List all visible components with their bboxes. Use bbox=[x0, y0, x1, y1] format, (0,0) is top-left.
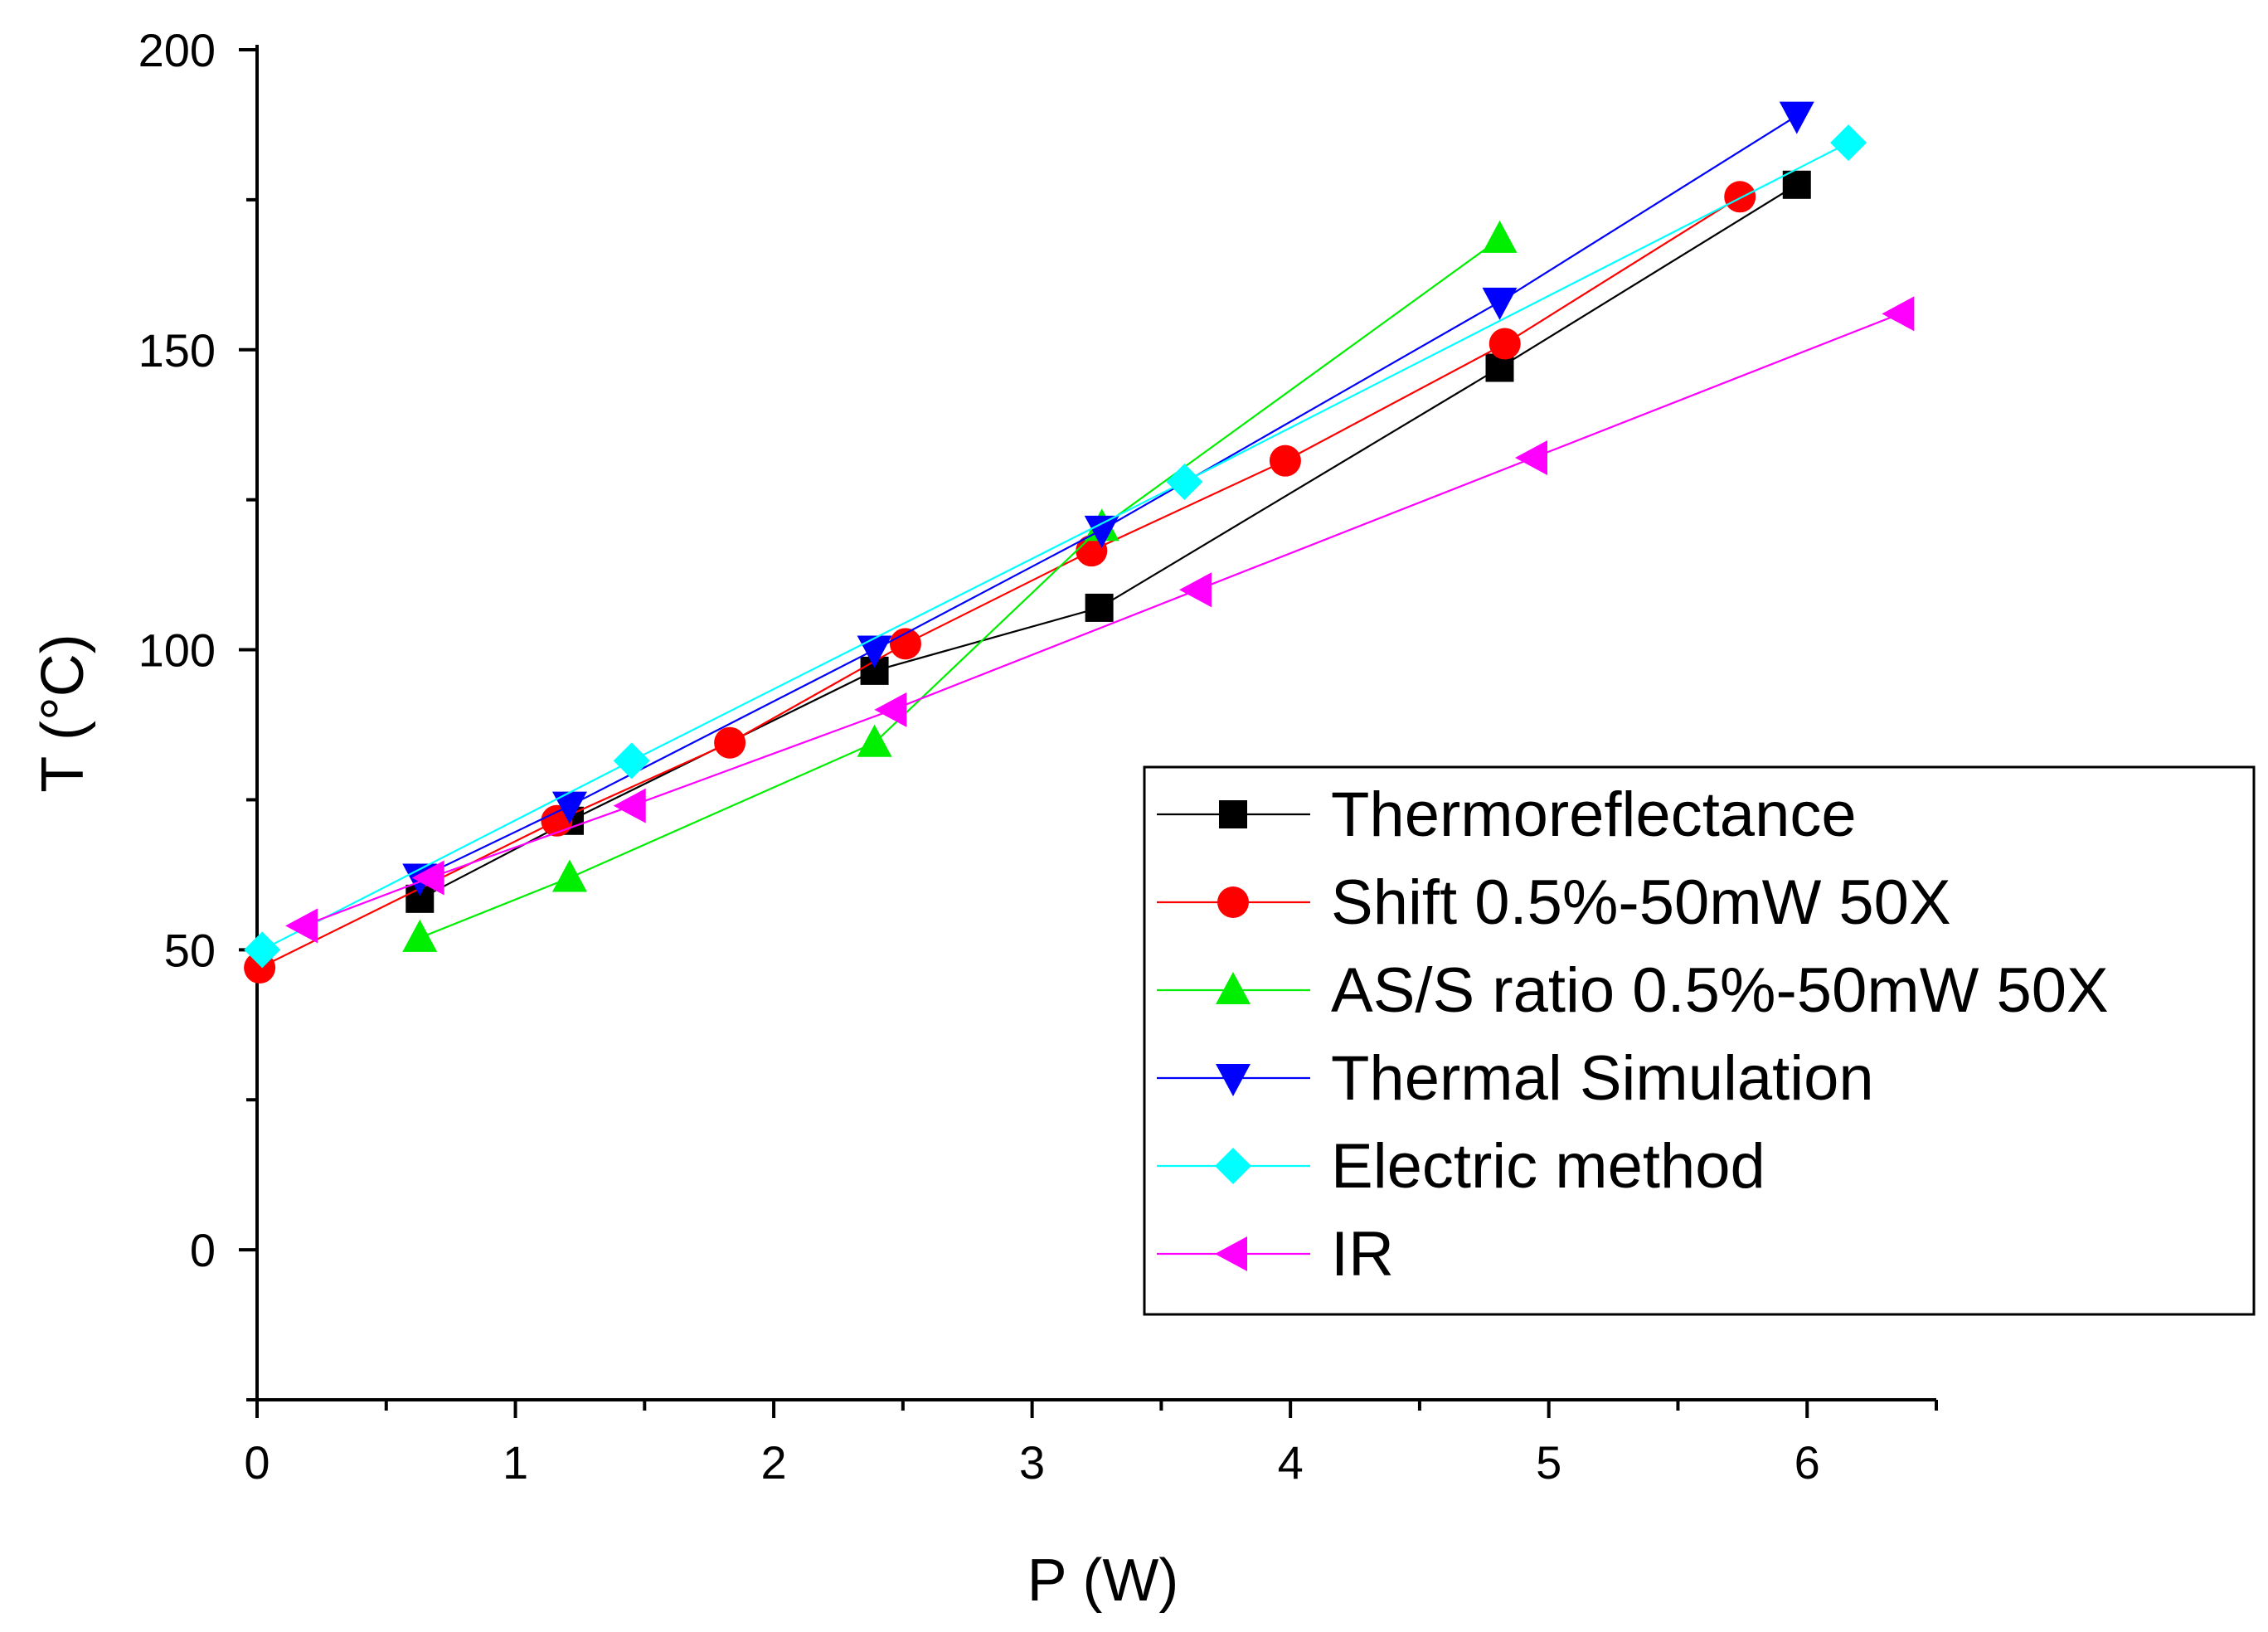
x-tick-label: 3 bbox=[1019, 1436, 1045, 1489]
data-point bbox=[1166, 463, 1203, 500]
data-point bbox=[244, 931, 281, 969]
data-point bbox=[285, 908, 318, 944]
data-point bbox=[1724, 181, 1756, 213]
x-tick-label: 6 bbox=[1794, 1436, 1820, 1489]
legend-marker bbox=[1215, 1148, 1251, 1184]
data-point bbox=[1830, 124, 1867, 162]
data-point bbox=[613, 788, 646, 823]
y-tick-label: 200 bbox=[138, 24, 216, 76]
legend-marker bbox=[1215, 1236, 1247, 1271]
data-point bbox=[1489, 328, 1521, 360]
data-point bbox=[1882, 296, 1915, 332]
legend-entry-4: Thermal Simulation bbox=[1157, 1043, 1874, 1114]
data-point bbox=[411, 860, 444, 896]
data-point bbox=[874, 692, 907, 727]
legend-entry-3: AS/S ratio 0.5%-50mW 50X bbox=[1157, 955, 2109, 1026]
series-line bbox=[259, 196, 1741, 969]
data-point bbox=[714, 726, 746, 759]
x-axis-title: P (W) bbox=[1027, 1547, 1179, 1614]
x-tick-label: 0 bbox=[244, 1436, 270, 1489]
legend-marker bbox=[1219, 800, 1247, 828]
legend: Thermoreflectance Shift 0.5%-50mW 50X AS/S… bbox=[1143, 765, 2256, 1316]
legend-box bbox=[1143, 765, 2256, 1316]
data-point bbox=[613, 742, 650, 780]
data-point bbox=[889, 628, 921, 660]
y-axis-title: T (°C) bbox=[30, 634, 96, 792]
data-point bbox=[1515, 440, 1547, 476]
axes: 0 1 2 3 4 5 6 0 50 100 150 200 bbox=[138, 24, 1938, 1489]
data-point bbox=[551, 791, 587, 824]
legend-label: Thermoreflectance bbox=[1331, 780, 1857, 850]
legend-marker bbox=[1217, 886, 1249, 918]
series-line bbox=[261, 142, 1849, 951]
series-3 bbox=[402, 220, 1518, 952]
data-point bbox=[1085, 593, 1114, 622]
series-5 bbox=[244, 124, 1867, 969]
legend-marker bbox=[1216, 972, 1251, 1004]
x-tick-label: 1 bbox=[503, 1436, 528, 1489]
data-point bbox=[551, 859, 587, 892]
series-line bbox=[419, 183, 1798, 900]
x-tick-label: 4 bbox=[1278, 1436, 1304, 1489]
legend-marker bbox=[1216, 1064, 1251, 1096]
data-point bbox=[1482, 287, 1518, 320]
data-point bbox=[857, 724, 892, 757]
data-point bbox=[1482, 220, 1518, 253]
legend-entry-5: Electric method bbox=[1157, 1131, 1765, 1202]
data-point bbox=[857, 635, 892, 668]
legend-label: Shift 0.5%-50mW 50X bbox=[1331, 867, 1951, 938]
y-tick-label: 50 bbox=[164, 924, 216, 976]
data-point bbox=[1179, 572, 1212, 608]
data-point bbox=[1779, 101, 1814, 134]
plot-series bbox=[244, 101, 1915, 984]
y-tick-label: 100 bbox=[138, 624, 216, 677]
series-line bbox=[419, 114, 1798, 879]
legend-label: AS/S ratio 0.5%-50mW 50X bbox=[1331, 955, 2109, 1026]
data-point bbox=[1782, 170, 1811, 199]
x-tick-label: 5 bbox=[1536, 1436, 1561, 1489]
series-2 bbox=[244, 181, 1756, 984]
data-point bbox=[402, 919, 438, 952]
x-tick-label: 2 bbox=[760, 1436, 786, 1489]
series-6 bbox=[285, 296, 1915, 944]
data-point bbox=[1084, 515, 1119, 548]
y-tick-label: 150 bbox=[138, 324, 216, 376]
legend-label: Thermal Simulation bbox=[1331, 1043, 1874, 1114]
legend-entry-2: Shift 0.5%-50mW 50X bbox=[1157, 867, 1951, 938]
legend-entry-1: Thermoreflectance bbox=[1157, 780, 1857, 850]
y-tick-label: 0 bbox=[190, 1224, 216, 1276]
data-point bbox=[1269, 444, 1301, 477]
legend-label: IR bbox=[1331, 1219, 1394, 1290]
legend-entry-6: IR bbox=[1157, 1219, 1394, 1290]
legend-label: Electric method bbox=[1331, 1131, 1765, 1202]
